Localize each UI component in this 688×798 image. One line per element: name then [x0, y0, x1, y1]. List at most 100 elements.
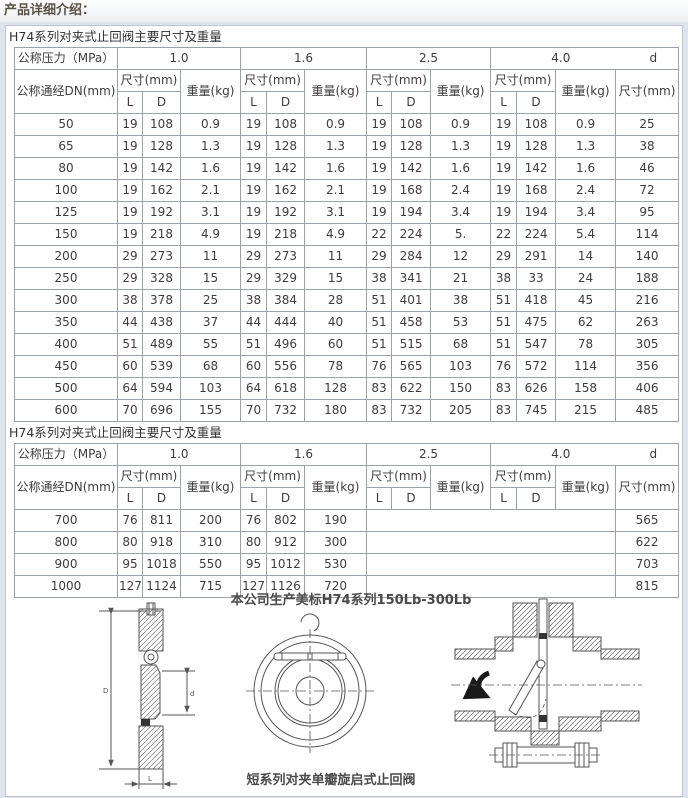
d-label: D: [516, 487, 557, 510]
table-row: 400 51 489 55 51 496 60 51 515 68 51 547 78 305: [14, 333, 680, 356]
dn-cell: 900: [14, 553, 118, 576]
dn-cell: 150: [14, 223, 118, 246]
value-cell: 19: [490, 179, 518, 202]
value-cell: 696: [142, 399, 181, 422]
value-cell: 142: [266, 157, 306, 180]
value-cell: 216: [615, 289, 680, 312]
value-cell: 19: [490, 113, 518, 136]
value-cell: 1.3: [304, 135, 368, 158]
value-cell: [366, 509, 617, 532]
value-cell: 305: [615, 333, 680, 356]
value-cell: 108: [516, 113, 557, 136]
value-cell: 515: [391, 333, 432, 356]
value-cell: 83: [490, 399, 518, 422]
value-cell: 530: [304, 553, 368, 576]
pressure-1-0: 1.0: [116, 443, 242, 466]
value-cell: 53: [430, 311, 492, 334]
l-label: L: [240, 487, 268, 510]
value-cell: 0.9: [430, 113, 492, 136]
value-cell: 51: [490, 311, 518, 334]
value-cell: 168: [516, 179, 557, 202]
value-cell: 180: [304, 399, 368, 422]
value-cell: 29: [490, 245, 518, 268]
value-cell: 572: [516, 355, 557, 378]
value-cell: 2.4: [555, 179, 617, 202]
value-cell: 51: [240, 333, 268, 356]
weight-label: 重量(kg): [179, 465, 242, 510]
value-cell: 356: [615, 355, 680, 378]
value-cell: 19: [240, 201, 268, 224]
value-cell: 912: [266, 531, 306, 554]
value-cell: 19: [117, 223, 143, 246]
table-row: 100 19 162 2.1 19 162 2.1 19 168 2.4 19 168 2.4 72: [14, 179, 680, 202]
value-cell: 310: [179, 531, 242, 554]
value-cell: 70: [240, 399, 268, 422]
figure-caption-bottom: 短系列对夹单瓣旋启式止回阀: [246, 773, 416, 788]
value-cell: 732: [391, 399, 432, 422]
value-cell: 51: [366, 311, 393, 334]
value-cell: 0.9: [304, 113, 368, 136]
l-label: L: [117, 91, 143, 114]
dn-cell: 250: [14, 267, 118, 290]
value-cell: 128: [391, 135, 432, 158]
value-cell: 2.1: [179, 179, 242, 202]
value-cell: 1.6: [555, 157, 617, 180]
value-cell: 720: [304, 575, 368, 598]
value-cell: 19: [117, 157, 143, 180]
value-cell: 140: [615, 245, 680, 268]
value-cell: 224: [391, 223, 432, 246]
dn-cell: 100: [14, 179, 118, 202]
pressure-label: 公称压力（MPa）: [14, 47, 118, 70]
dimensions-table-dn50-600: 公称压力（MPa） 1.0 1.6 2.5 4.0 d 公称通经DN(mm) 尺…: [14, 47, 680, 422]
l-label: L: [366, 91, 393, 114]
value-cell: 0.9: [555, 113, 617, 136]
value-cell: 811: [142, 509, 181, 532]
value-cell: 703: [615, 553, 680, 576]
value-cell: 29: [366, 245, 393, 268]
wafer-valve-front-view-drawing: [246, 613, 374, 753]
value-cell: 328: [142, 267, 181, 290]
value-cell: 438: [142, 311, 181, 334]
table2-caption: H74系列对夹式止回阀主要尺寸及重量: [9, 425, 222, 440]
value-cell: 37: [179, 311, 242, 334]
value-cell: 95: [117, 553, 143, 576]
value-cell: 594: [142, 377, 181, 400]
dim-label-D: D: [103, 687, 108, 695]
value-cell: 55: [179, 333, 242, 356]
value-cell: 44: [240, 311, 268, 334]
value-cell: 19: [117, 113, 143, 136]
value-cell: 38: [430, 289, 492, 312]
wafer-valve-side-section-drawing: D d L: [99, 602, 195, 789]
value-cell: 2.1: [304, 179, 368, 202]
value-cell: 19: [240, 179, 268, 202]
value-cell: 19: [366, 179, 393, 202]
value-cell: 51: [490, 289, 518, 312]
value-cell: 127: [117, 575, 143, 598]
value-cell: 444: [266, 311, 306, 334]
value-cell: 618: [266, 377, 306, 400]
value-cell: 815: [615, 575, 680, 598]
value-cell: 44: [117, 311, 143, 334]
value-cell: 622: [391, 377, 432, 400]
value-cell: 38: [615, 135, 680, 158]
value-cell: 401: [391, 289, 432, 312]
value-cell: 192: [142, 201, 181, 224]
l-label: L: [490, 91, 518, 114]
value-cell: 162: [266, 179, 306, 202]
value-cell: 19: [366, 135, 393, 158]
value-cell: 19: [117, 135, 143, 158]
dn-cell: 500: [14, 377, 118, 400]
weight-label: 重量(kg): [555, 465, 617, 510]
d-label: D: [391, 487, 432, 510]
value-cell: 273: [142, 245, 181, 268]
value-cell: 128: [266, 135, 306, 158]
value-cell: 341: [391, 267, 432, 290]
weight-label: 重量(kg): [555, 69, 617, 114]
value-cell: 0.9: [179, 113, 242, 136]
pressure-4-0: 4.0: [551, 51, 571, 65]
table-row: 80 19 142 1.6 19 142 1.6 19 142 1.6 19 142 1.6 46: [14, 157, 680, 180]
value-cell: 547: [516, 333, 557, 356]
value-cell: 72: [615, 179, 680, 202]
value-cell: 5.: [430, 223, 492, 246]
value-cell: 62: [555, 311, 617, 334]
